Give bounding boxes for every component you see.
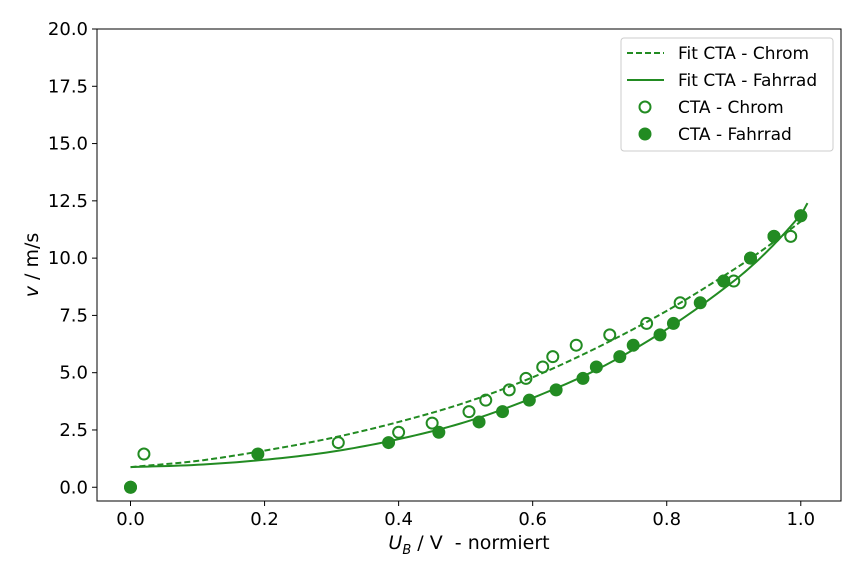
x-tick-label: 0.4 [384,509,413,530]
data-point-cta-fahrrad [124,480,138,494]
data-point-cta-fahrrad [744,251,758,265]
data-point-cta-chrom [502,383,516,397]
legend-label-fit-chrom: Fit CTA - Chrom [678,44,809,64]
series-layer [124,202,809,494]
data-point-cta-chrom [784,229,798,243]
data-point-cta-fahrrad [626,338,640,352]
data-point-cta-chrom [479,393,493,407]
data-point-cta-fahrrad [693,296,707,310]
data-point-cta-chrom [603,328,617,342]
data-point-cta-fahrrad [382,436,396,450]
data-point-cta-chrom [425,416,439,430]
y-tick-label: 2.5 [59,420,88,441]
y-axis-label-text: / m/s [21,233,43,286]
y-tick-label: 7.5 [59,305,88,326]
y-axis: 0.0 2.5 5.0 7.5 10.0 12.5 15.0 17.5 20.0 [48,19,97,498]
data-point-cta-fahrrad [653,328,667,342]
plot-frame [96,28,842,502]
y-tick-label: 5.0 [59,363,88,384]
legend-swatch-cta-fahrrad [638,127,652,141]
data-point-cta-fahrrad [767,229,781,243]
x-tick-label: 0.8 [652,509,681,530]
y-tick-label: 17.5 [48,76,88,97]
data-point-cta-fahrrad [794,209,808,223]
x-tick-label: 0.2 [250,509,279,530]
legend-box [620,37,834,152]
y-tick-label: 0.0 [59,477,88,498]
x-axis-label-text: / V - normiert [411,532,549,554]
data-point-cta-chrom [137,447,151,461]
data-point-cta-fahrrad [432,425,446,439]
data-point-cta-fahrrad [522,393,536,407]
legend-label-fit-fahrrad: Fit CTA - Fahrrad [678,71,817,91]
series-line-fit-cta-chrom [130,220,802,469]
x-tick-label: 0.0 [116,509,145,530]
data-point-cta-chrom [569,338,583,352]
legend-label-cta-chrom: CTA - Chrom [678,98,784,118]
data-point-cta-fahrrad [613,350,627,364]
data-point-cta-fahrrad [589,360,603,374]
legend-swatch-cta-chrom [638,100,652,114]
data-point-cta-chrom [536,360,550,374]
x-axis-label-subscript: B [402,543,411,558]
x-tick-label: 0.6 [518,509,547,530]
x-axis-label: UB / V - normiert [388,532,549,558]
data-point-cta-chrom [519,371,533,385]
legend-label-cta-fahrrad: CTA - Fahrrad [678,125,792,145]
legend: Fit CTA - Chrom Fit CTA - Fahrrad CTA - … [620,37,834,152]
y-tick-label: 20.0 [48,19,88,40]
data-point-cta-fahrrad [496,405,510,419]
x-axis: 0.0 0.2 0.4 0.6 0.8 1.0 [116,501,815,530]
y-tick-label: 15.0 [48,134,88,155]
y-axis-label: v / m/s [21,233,43,298]
data-point-cta-chrom [546,350,560,364]
data-point-cta-chrom [331,436,345,450]
x-axis-label-symbol: U [388,532,402,554]
data-point-cta-fahrrad [251,447,265,461]
series-points-cta-fahrrad [124,209,808,494]
data-point-cta-fahrrad [549,383,563,397]
y-tick-label: 10.0 [48,248,88,269]
y-axis-label-symbol: v [21,285,43,297]
data-point-cta-chrom [462,405,476,419]
data-point-cta-fahrrad [666,316,680,330]
data-point-cta-fahrrad [472,415,486,429]
data-point-cta-fahrrad [576,371,590,385]
data-point-cta-fahrrad [717,274,731,288]
y-tick-label: 12.5 [48,191,88,212]
data-point-cta-chrom [392,425,406,439]
data-point-cta-chrom [640,316,654,330]
x-tick-label: 1.0 [786,509,815,530]
data-point-cta-chrom [673,296,687,310]
